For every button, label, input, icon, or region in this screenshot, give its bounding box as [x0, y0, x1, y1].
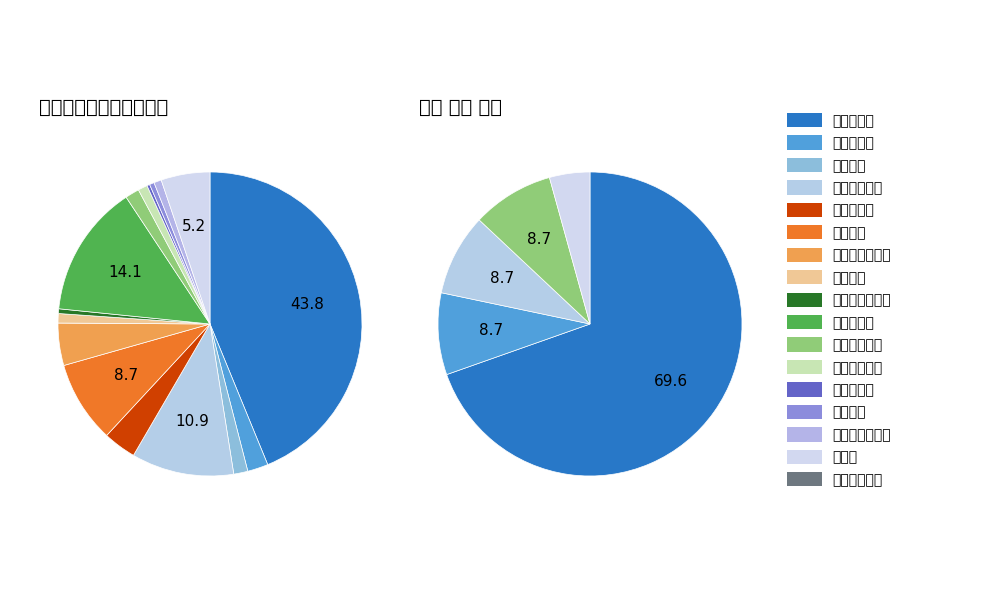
Wedge shape [58, 314, 210, 324]
Text: 8.7: 8.7 [114, 368, 138, 383]
Wedge shape [126, 190, 210, 324]
Wedge shape [161, 172, 210, 324]
Wedge shape [438, 293, 590, 374]
Wedge shape [133, 324, 234, 476]
Wedge shape [58, 323, 210, 365]
Wedge shape [138, 185, 210, 324]
Text: セ・リーグ全プレイヤー: セ・リーグ全プレイヤー [39, 98, 168, 117]
Wedge shape [479, 178, 590, 324]
Wedge shape [441, 220, 590, 324]
Text: 69.6: 69.6 [654, 374, 688, 389]
Wedge shape [210, 324, 268, 471]
Text: 43.8: 43.8 [290, 298, 324, 313]
Wedge shape [210, 324, 248, 474]
Wedge shape [64, 324, 210, 436]
Wedge shape [150, 182, 210, 324]
Wedge shape [549, 172, 590, 324]
Wedge shape [59, 197, 210, 324]
Wedge shape [154, 180, 210, 324]
Legend: ストレート, ツーシーム, シュート, カットボール, スプリット, フォーク, チェンジアップ, シンカー, 高速スライダー, スライダー, 縦スライダー, : ストレート, ツーシーム, シュート, カットボール, スプリット, フォーク,… [787, 113, 891, 487]
Text: 10.9: 10.9 [175, 413, 209, 428]
Wedge shape [58, 309, 210, 324]
Text: 山崎 伊織 選手: 山崎 伊織 選手 [419, 98, 502, 117]
Wedge shape [107, 324, 210, 455]
Wedge shape [447, 172, 742, 476]
Wedge shape [147, 185, 210, 324]
Text: 8.7: 8.7 [527, 232, 551, 247]
Text: 8.7: 8.7 [479, 323, 503, 338]
Text: 14.1: 14.1 [109, 265, 142, 280]
Wedge shape [210, 172, 362, 464]
Text: 5.2: 5.2 [182, 219, 206, 234]
Text: 8.7: 8.7 [490, 271, 514, 286]
